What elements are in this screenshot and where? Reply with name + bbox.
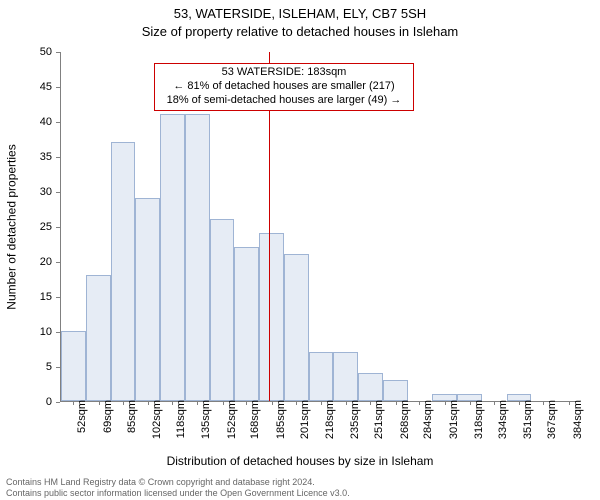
annotation-line-3: 18% of semi-detached houses are larger (…: [161, 94, 407, 108]
annotation-line-1: 53 WATERSIDE: 183sqm: [161, 66, 407, 80]
x-tick: [494, 401, 495, 405]
x-tick-label: 301sqm: [448, 400, 460, 450]
x-tick-label: 284sqm: [422, 400, 434, 450]
x-tick: [296, 401, 297, 405]
histogram-bar: [160, 114, 185, 401]
x-tick-label: 201sqm: [299, 400, 311, 450]
x-tick: [246, 401, 247, 405]
histogram-bar: [86, 275, 111, 401]
histogram-bar: [309, 352, 334, 401]
x-tick: [99, 401, 100, 405]
x-tick: [370, 401, 371, 405]
y-tick-label: 0: [46, 396, 52, 408]
x-tick-label: 85sqm: [126, 400, 138, 450]
histogram-bar: [358, 373, 383, 401]
histogram-bar: [111, 142, 136, 401]
plot-area: 53 WATERSIDE: 183sqm← 81% of detached ho…: [60, 52, 580, 402]
y-tick-label: 35: [40, 151, 52, 163]
x-tick-label: 185sqm: [275, 400, 287, 450]
x-tick: [148, 401, 149, 405]
y-tick-label: 45: [40, 81, 52, 93]
x-tick: [272, 401, 273, 405]
histogram-bar: [259, 233, 284, 401]
x-tick: [396, 401, 397, 405]
x-tick-label: 168sqm: [249, 400, 261, 450]
x-tick: [123, 401, 124, 405]
y-tick-label: 50: [40, 46, 52, 58]
histogram-bar: [210, 219, 235, 401]
x-tick-label: 102sqm: [151, 400, 163, 450]
x-tick: [445, 401, 446, 405]
page-subtitle: Size of property relative to detached ho…: [0, 24, 600, 39]
x-tick: [197, 401, 198, 405]
x-tick: [419, 401, 420, 405]
y-axis-label: Number of detached properties: [4, 52, 20, 402]
x-tick-label: 69sqm: [102, 400, 114, 450]
y-tick-label: 20: [40, 256, 52, 268]
x-tick-label: 135sqm: [200, 400, 212, 450]
y-tick-label: 25: [40, 221, 52, 233]
histogram-bar: [185, 114, 210, 401]
annotation-line-2: ← 81% of detached houses are smaller (21…: [161, 80, 407, 94]
histogram-bar: [135, 198, 160, 401]
x-tick: [470, 401, 471, 405]
histogram-bar: [383, 380, 408, 401]
histogram-bar: [234, 247, 259, 401]
x-tick: [321, 401, 322, 405]
x-tick-label: 334sqm: [497, 400, 509, 450]
x-tick-label: 351sqm: [522, 400, 534, 450]
y-tick-label: 40: [40, 116, 52, 128]
footer-line-2: Contains public sector information licen…: [6, 488, 350, 498]
histogram-bar: [333, 352, 358, 401]
y-tick-label: 30: [40, 186, 52, 198]
annotation-box: 53 WATERSIDE: 183sqm← 81% of detached ho…: [154, 63, 414, 111]
y-tick: [56, 402, 60, 403]
attribution-footer: Contains HM Land Registry data © Crown c…: [6, 477, 350, 498]
x-tick-label: 235sqm: [349, 400, 361, 450]
y-tick-label: 5: [46, 361, 52, 373]
x-tick-label: 251sqm: [373, 400, 385, 450]
x-tick-label: 367sqm: [546, 400, 558, 450]
x-tick: [223, 401, 224, 405]
x-tick-label: 52sqm: [76, 400, 88, 450]
x-tick-label: 268sqm: [399, 400, 411, 450]
footer-line-1: Contains HM Land Registry data © Crown c…: [6, 477, 350, 487]
x-tick-label: 384sqm: [572, 400, 584, 450]
histogram-bar: [61, 331, 86, 401]
x-tick: [519, 401, 520, 405]
x-tick-label: 152sqm: [226, 400, 238, 450]
histogram-bar: [284, 254, 309, 401]
x-tick: [73, 401, 74, 405]
x-tick: [172, 401, 173, 405]
x-axis-label: Distribution of detached houses by size …: [0, 454, 600, 468]
page-title-address: 53, WATERSIDE, ISLEHAM, ELY, CB7 5SH: [0, 6, 600, 21]
x-tick: [569, 401, 570, 405]
y-tick-label: 10: [40, 326, 52, 338]
y-tick-label: 15: [40, 291, 52, 303]
x-tick: [543, 401, 544, 405]
x-tick-label: 118sqm: [175, 400, 187, 450]
x-tick: [346, 401, 347, 405]
x-tick-label: 318sqm: [473, 400, 485, 450]
x-tick-label: 218sqm: [324, 400, 336, 450]
